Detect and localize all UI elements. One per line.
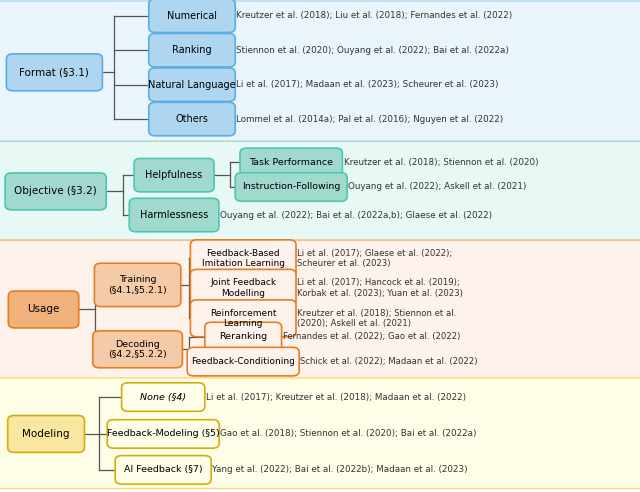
Text: Task Performance: Task Performance	[249, 158, 333, 167]
FancyBboxPatch shape	[115, 456, 211, 484]
Text: Li et al. (2017); Glaese et al. (2022);
Scheurer et al. (2023): Li et al. (2017); Glaese et al. (2022); …	[298, 248, 452, 268]
FancyBboxPatch shape	[8, 291, 79, 328]
Text: Harmlessness: Harmlessness	[140, 210, 208, 220]
FancyBboxPatch shape	[95, 263, 180, 307]
Text: Decoding
(§4.2,§5.2.2): Decoding (§4.2,§5.2.2)	[108, 339, 167, 359]
Text: Stiennon et al. (2020); Ouyang et al. (2022); Bai et al. (2022a): Stiennon et al. (2020); Ouyang et al. (2…	[237, 46, 509, 55]
FancyBboxPatch shape	[240, 148, 342, 177]
FancyBboxPatch shape	[5, 173, 106, 210]
FancyBboxPatch shape	[122, 383, 205, 411]
FancyBboxPatch shape	[205, 322, 282, 351]
Text: AI Feedback (§7): AI Feedback (§7)	[124, 465, 202, 474]
Text: Feedback-Conditioning: Feedback-Conditioning	[191, 357, 295, 366]
Text: Li et al. (2017); Madaan et al. (2023); Scheurer et al. (2023): Li et al. (2017); Madaan et al. (2023); …	[237, 80, 499, 89]
FancyBboxPatch shape	[187, 347, 300, 376]
FancyBboxPatch shape	[107, 420, 219, 448]
Text: Li et al. (2017); Hancock et al. (2019);
Korbak et al. (2023); Yuan et al. (2023: Li et al. (2017); Hancock et al. (2019);…	[298, 278, 463, 298]
Text: Feedback-Modeling (§5): Feedback-Modeling (§5)	[107, 430, 220, 438]
FancyBboxPatch shape	[191, 270, 296, 306]
FancyBboxPatch shape	[191, 300, 296, 337]
Text: Reranking: Reranking	[219, 332, 268, 341]
Text: Schick et al. (2022); Madaan et al. (2022): Schick et al. (2022); Madaan et al. (202…	[301, 357, 478, 366]
FancyBboxPatch shape	[0, 1, 640, 143]
FancyBboxPatch shape	[0, 240, 640, 379]
Text: Helpfulness: Helpfulness	[145, 170, 203, 180]
Text: Others: Others	[175, 114, 209, 124]
FancyBboxPatch shape	[8, 415, 84, 453]
Text: Kreutzer et al. (2018); Liu et al. (2018); Fernandes et al. (2022): Kreutzer et al. (2018); Liu et al. (2018…	[237, 11, 513, 20]
FancyBboxPatch shape	[6, 54, 102, 91]
FancyBboxPatch shape	[148, 33, 236, 67]
FancyBboxPatch shape	[93, 331, 182, 368]
Text: Objective (§3.2): Objective (§3.2)	[14, 186, 97, 196]
Text: Modeling: Modeling	[22, 429, 70, 439]
FancyBboxPatch shape	[148, 102, 236, 136]
FancyBboxPatch shape	[148, 0, 236, 32]
Text: Lommel et al. (2014a); Pal et al. (2016); Nguyen et al. (2022): Lommel et al. (2014a); Pal et al. (2016)…	[237, 115, 504, 123]
Text: Fernandes et al. (2022); Gao et al. (2022): Fernandes et al. (2022); Gao et al. (202…	[283, 332, 460, 341]
Text: Numerical: Numerical	[167, 11, 217, 21]
Text: Usage: Usage	[28, 305, 60, 314]
Text: Training
(§4.1,§5.2.1): Training (§4.1,§5.2.1)	[108, 275, 167, 295]
Text: None (§4): None (§4)	[140, 393, 186, 401]
FancyBboxPatch shape	[148, 68, 236, 101]
Text: Joint Feedback
Modelling: Joint Feedback Modelling	[210, 278, 276, 298]
Text: Li et al. (2017); Kreutzer et al. (2018); Madaan et al. (2022): Li et al. (2017); Kreutzer et al. (2018)…	[206, 393, 466, 401]
FancyBboxPatch shape	[0, 378, 640, 489]
Text: Ouyang et al. (2022); Bai et al. (2022a,b); Glaese et al. (2022): Ouyang et al. (2022); Bai et al. (2022a,…	[220, 211, 492, 219]
Text: Kreutzer et al. (2018); Stiennon et al. (2020): Kreutzer et al. (2018); Stiennon et al. …	[344, 158, 538, 167]
FancyBboxPatch shape	[134, 158, 214, 192]
FancyBboxPatch shape	[129, 198, 219, 232]
Text: Yang et al. (2022); Bai et al. (2022b); Madaan et al. (2023): Yang et al. (2022); Bai et al. (2022b); …	[212, 465, 468, 474]
FancyBboxPatch shape	[236, 173, 347, 201]
FancyBboxPatch shape	[191, 240, 296, 277]
Text: Reinforcement
Learning: Reinforcement Learning	[210, 308, 276, 328]
Text: Ranking: Ranking	[172, 45, 212, 55]
Text: Gao et al. (2018); Stiennon et al. (2020); Bai et al. (2022a): Gao et al. (2018); Stiennon et al. (2020…	[220, 430, 477, 438]
Text: Natural Language: Natural Language	[148, 80, 236, 90]
FancyBboxPatch shape	[0, 141, 640, 241]
Text: Instruction-Following: Instruction-Following	[242, 183, 340, 191]
Text: Kreutzer et al. (2018); Stiennon et al.
(2020); Askell et al. (2021): Kreutzer et al. (2018); Stiennon et al. …	[298, 308, 456, 328]
Text: Ouyang et al. (2022); Askell et al. (2021): Ouyang et al. (2022); Askell et al. (202…	[349, 183, 527, 191]
Text: Format (§3.1): Format (§3.1)	[19, 67, 90, 77]
Text: Feedback-Based
Imitation Learning: Feedback-Based Imitation Learning	[202, 248, 285, 268]
